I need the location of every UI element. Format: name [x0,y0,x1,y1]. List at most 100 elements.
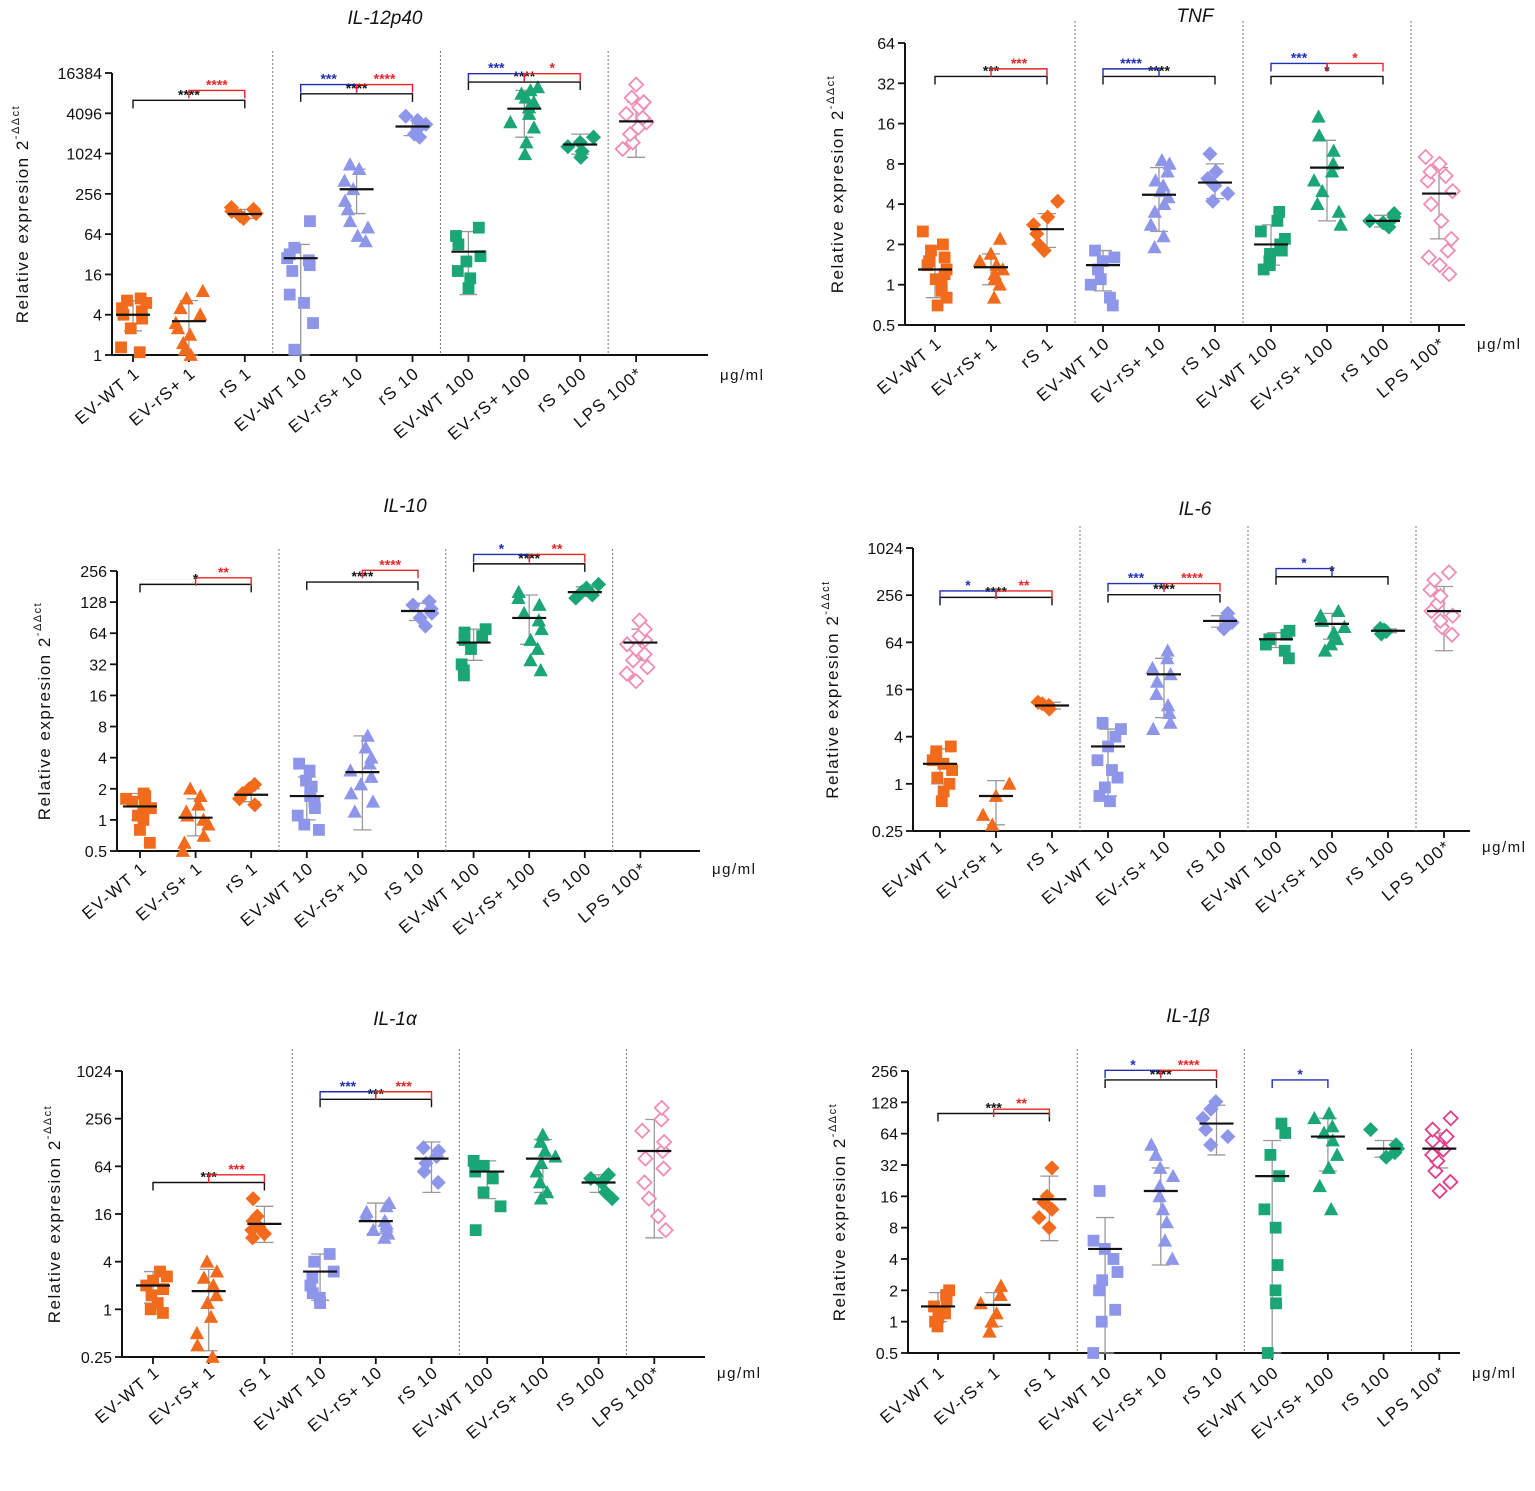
series-rs-1 [231,776,269,813]
significance-bracket: * [1271,1066,1329,1088]
data-point [293,757,305,770]
significance-bracket: ** [995,577,1053,599]
data-point [1432,587,1449,605]
y-tick-label: 0.5 [85,844,107,861]
y-tick-label: 8 [98,720,107,737]
data-point [455,658,468,671]
significance-stars: **** [1120,55,1142,71]
bracket-line [188,89,246,99]
bracket-line [1107,593,1221,603]
y-tick-label: 1024 [867,541,903,558]
data-point [1163,715,1178,729]
chart-title: IL-1α [373,1009,418,1030]
data-point [560,139,576,155]
data-point [1440,564,1458,581]
data-point [1107,1253,1120,1265]
data-point [469,1224,482,1237]
significance-bracket: *** [1270,49,1328,72]
series-ev-wt-1 [921,1284,956,1333]
significance-stars: * [1130,1056,1136,1072]
y-tick-label: 0.5 [876,1346,898,1363]
data-point [193,307,208,321]
category-label: rS 1 [215,364,256,402]
significance-stars: **** [206,76,228,92]
data-point [657,1221,674,1239]
data-point [1442,1109,1460,1127]
data-point [1313,608,1328,622]
data-point [1326,156,1341,170]
data-point [415,1140,431,1156]
data-point [1087,1347,1100,1359]
data-point [1269,1284,1282,1297]
data-point [1431,1182,1448,1200]
data-point [247,797,263,813]
data-point [931,771,944,784]
y-tick-label: 128 [80,595,107,612]
data-point [1154,152,1170,167]
data-point [531,613,546,627]
data-point [1363,1122,1379,1138]
y-tick-label: 1 [886,278,895,295]
data-point [1264,1149,1277,1161]
data-point [1426,571,1443,589]
data-point [1031,1210,1047,1226]
data-point [1098,781,1111,794]
y-tick-label: 1 [894,777,903,794]
bracket-line [1104,1079,1218,1088]
series-ev-rs-10 [1142,152,1177,254]
data-point [1329,1147,1345,1161]
data-point [1044,1201,1060,1217]
data-point [298,297,310,309]
bracket-line [990,68,1048,77]
data-point [1220,185,1236,202]
data-point [533,662,548,677]
data-point [517,146,533,161]
series-lps-100- [1417,148,1461,283]
data-point [1111,1266,1124,1278]
significance-bracket: * [523,60,581,82]
data-point [627,76,645,93]
data-point [157,1307,169,1319]
data-point [1041,1220,1057,1236]
category-label: rS 10 [1176,334,1225,379]
data-point [1443,230,1460,248]
data-point [1146,721,1161,735]
data-point [989,257,1004,272]
data-point [1440,265,1458,283]
category-label: rS 10 [374,364,423,409]
series-ev-wt-10 [303,1248,340,1309]
data-point [1254,225,1267,238]
data-point [985,817,1000,831]
significance-stars: **** [374,71,396,87]
data-point [179,804,194,818]
data-point [1431,256,1448,274]
data-point [637,1150,654,1167]
series-ev-rs-10 [1145,643,1181,735]
bracket-line [1160,1069,1218,1079]
series-rs-100 [1362,206,1402,235]
data-point [649,1207,667,1225]
series-ev-rs-1 [168,283,210,361]
data-point [943,777,956,790]
data-point [993,1287,1008,1301]
data-point [992,231,1008,245]
data-point [1108,251,1121,264]
data-point [205,1349,220,1363]
y-tick-label: 4 [894,730,903,747]
chart-title: IL-10 [383,496,427,517]
data-point [451,265,464,277]
data-point [195,283,210,298]
data-point [937,238,949,251]
y-tick-label: 32 [877,76,895,93]
y-tick-label: 256 [80,564,107,581]
category-label: rS 10 [1181,837,1230,882]
series-ev-rs-10 [358,1195,397,1244]
bracket-line [132,99,246,109]
significance-stars: **** [1178,1056,1200,1072]
category-label: rS 1 [1017,334,1058,372]
data-point [494,1200,507,1213]
data-point [624,652,642,669]
y-tick-label: 1 [889,1315,898,1332]
data-point [196,1270,212,1284]
series-rs-100 [567,576,607,606]
